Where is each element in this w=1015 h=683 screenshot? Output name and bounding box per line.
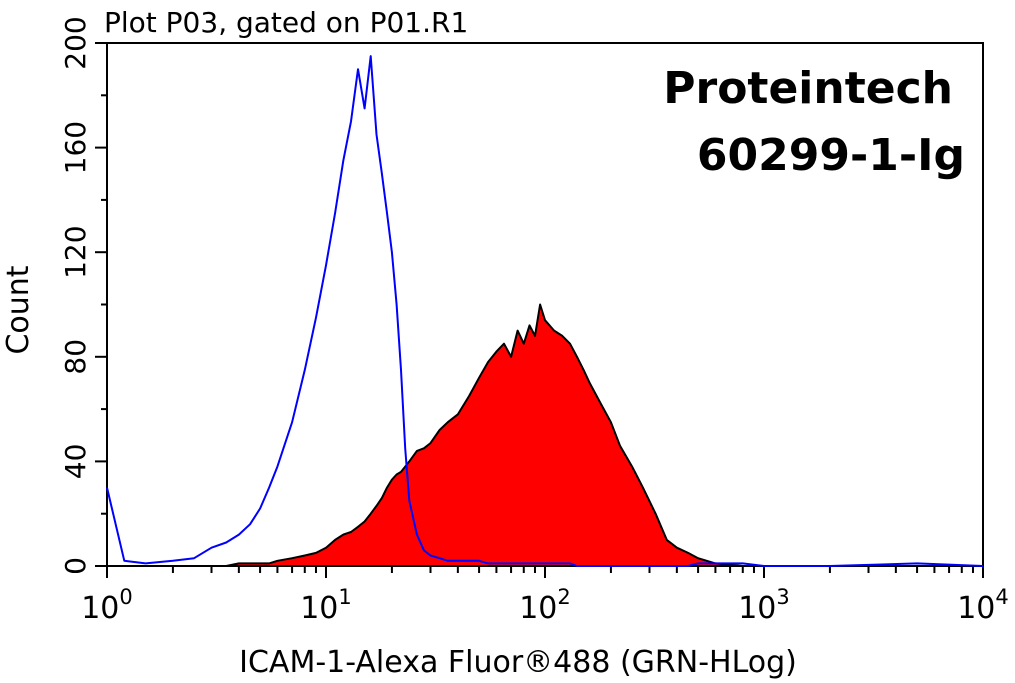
chart-title: Plot P03, gated on P01.R1 xyxy=(104,6,468,39)
x-tick-exponent: 1 xyxy=(338,585,351,609)
y-axis-label: Count xyxy=(1,265,36,354)
x-tick-label: 102 xyxy=(519,585,571,626)
y-tick-label: 200 xyxy=(59,16,92,69)
x-tick-exponent: 4 xyxy=(995,585,1008,609)
annotation: 60299-1-Ig xyxy=(697,130,965,181)
y-tick-label: 80 xyxy=(59,339,92,375)
histogram-line xyxy=(106,55,984,567)
x-tick-label: 100 xyxy=(81,585,133,626)
x-tick-exponent: 3 xyxy=(776,585,789,609)
x-axis-label: ICAM-1-Alexa Fluor®488 (GRN-HLog) xyxy=(239,645,797,680)
histogram-area xyxy=(106,303,984,567)
x-tick-exponent: 2 xyxy=(557,585,570,609)
x-tick-exponent: 0 xyxy=(119,585,132,609)
x-tick-label: 104 xyxy=(957,585,1009,626)
x-tick-label: 103 xyxy=(738,585,790,626)
x-tick-base: 10 xyxy=(519,591,557,626)
x-tick-base: 10 xyxy=(738,591,776,626)
y-tick-label: 120 xyxy=(59,225,92,278)
annotation: Proteintech xyxy=(663,63,953,114)
x-tick-label: 101 xyxy=(300,585,352,626)
y-tick-label: 40 xyxy=(59,444,92,480)
x-tick-base: 10 xyxy=(81,591,119,626)
y-tick-label: 0 xyxy=(59,557,92,575)
y-tick-label: 160 xyxy=(59,121,92,174)
x-tick-base: 10 xyxy=(300,591,338,626)
x-tick-base: 10 xyxy=(957,591,995,626)
